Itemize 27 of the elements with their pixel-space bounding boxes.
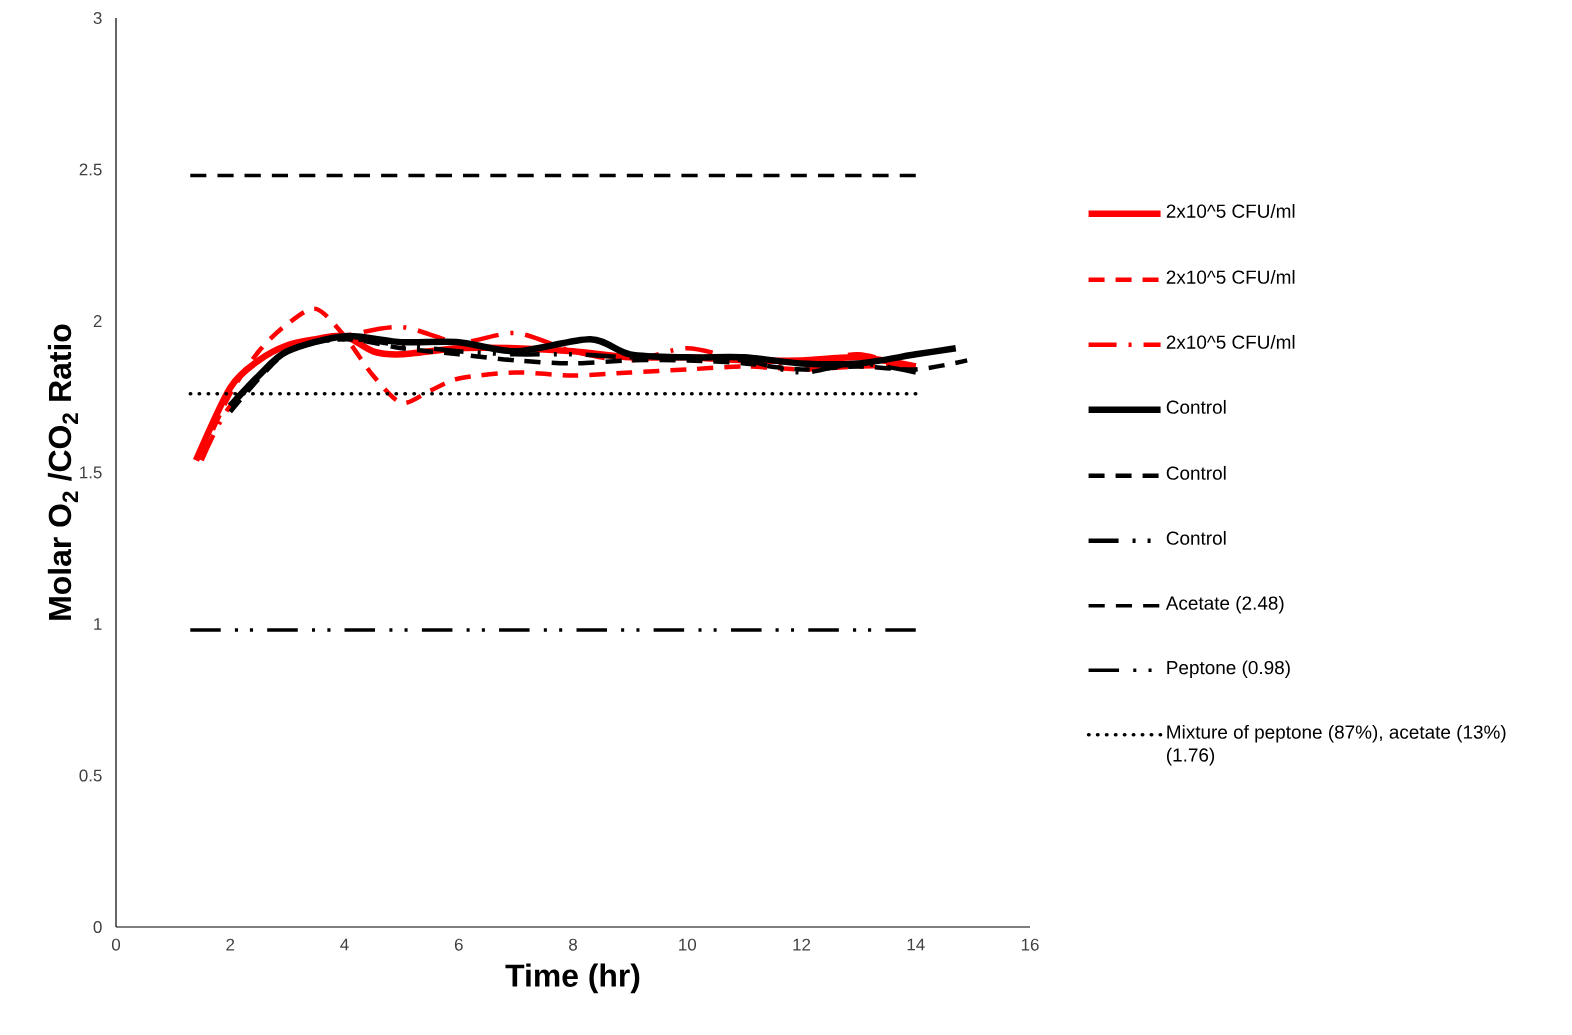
- legend-label: 2x10^5 CFU/ml: [1166, 334, 1295, 349]
- y-tick-label: 2: [93, 315, 102, 327]
- y-tick-label: 3: [93, 11, 102, 24]
- x-tick-label: 4: [340, 938, 349, 951]
- legend-label: Control: [1166, 465, 1226, 480]
- x-tick-label: 0: [111, 938, 121, 951]
- x-tick-label: 10: [679, 938, 697, 951]
- y-axis-title: Molar O$_{2}$ /CO$_{2}$ Ratio: [47, 324, 78, 620]
- legend-label: 2x10^5 CFU/ml: [1166, 269, 1295, 284]
- x-tick-label: 12: [793, 938, 811, 951]
- y-tick-label: 1.5: [80, 466, 102, 479]
- x-tick-label: 8: [569, 938, 577, 951]
- x-tick-label: 16: [1021, 938, 1039, 951]
- x-tick-label: 6: [454, 938, 463, 951]
- legend-label: Acetate (2.48): [1165, 595, 1284, 614]
- x-tick-label: 14: [907, 938, 925, 951]
- x-axis-title: Time (hr): [505, 963, 640, 994]
- y-tick-label: 0.5: [79, 769, 102, 782]
- legend-label: Peptone (0.98): [1167, 660, 1290, 679]
- legend-label: 2x10^5 CFU/ml: [1166, 203, 1295, 218]
- legend-label: Control: [1166, 399, 1226, 414]
- y-tick-label: 1: [94, 618, 102, 630]
- x-tick-label: 2: [226, 938, 235, 951]
- legend-label: Control: [1166, 530, 1226, 545]
- y-tick-label: 0: [93, 921, 102, 933]
- y-tick-label: 2.5: [79, 163, 102, 176]
- legend-label: Mixture of peptone (87%), acetate (13%) (1.76): [1166, 724, 1506, 766]
